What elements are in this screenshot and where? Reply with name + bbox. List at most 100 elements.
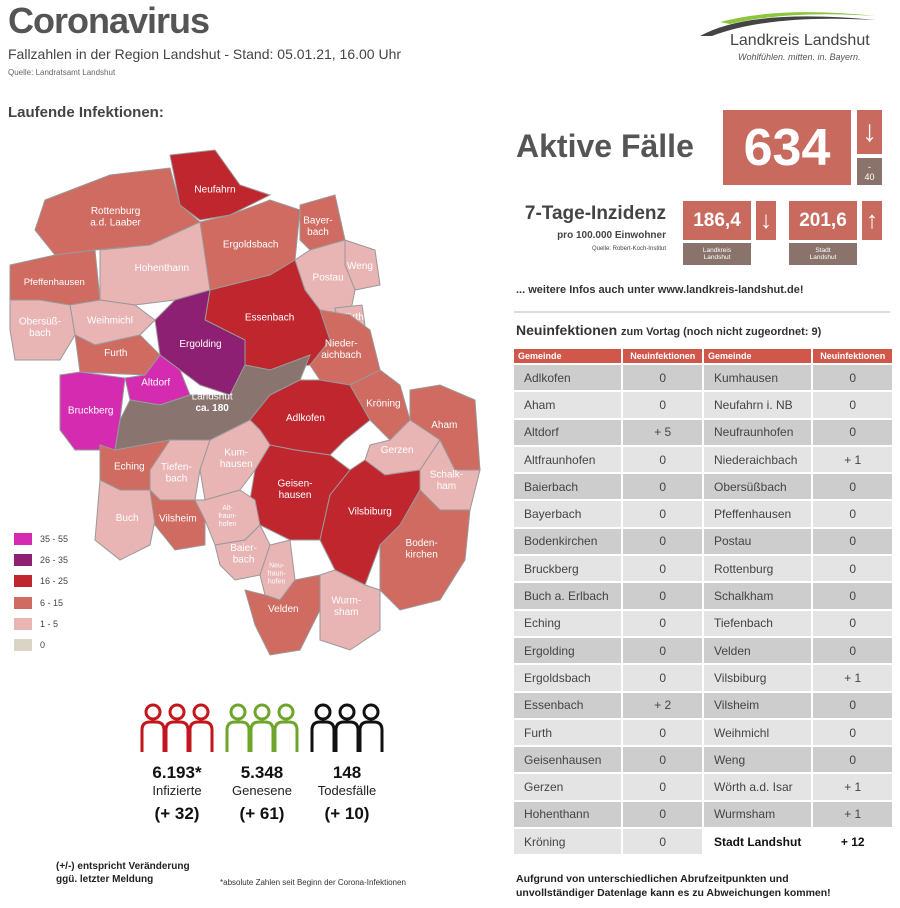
table-row: Geisenhausen 0 Weng 0 [514, 747, 894, 773]
new-infections-cell: 0 [623, 719, 704, 746]
map-region-label: Wurm-sham [331, 596, 361, 619]
stat-label: Infizierte [152, 783, 202, 798]
map-region [94, 479, 156, 561]
active-change: 40 [864, 171, 875, 182]
column-header: Neuinfektionen [623, 349, 704, 363]
table-row: Baierbach 0 Obersüßbach 0 [514, 474, 894, 500]
change-note: (+/-) entspricht Veränderung ggü. letzte… [56, 861, 190, 885]
municipality-cell: Weng [703, 747, 814, 773]
municipality-cell: Wurmsham [703, 801, 814, 828]
map-region-label: Postau [313, 273, 344, 284]
map-region-label: Schalk-ham [430, 469, 463, 492]
table-row: Ergoldsbach 0 Vilsbiburg + 1 [514, 665, 894, 691]
map-region-label: Hohenthann [135, 263, 190, 274]
legend-item: 1 - 5 [14, 613, 68, 634]
new-infections-cell: 0 [813, 610, 894, 636]
new-infections-cell: 0 [623, 365, 704, 391]
municipality-cell: Hohenthann [514, 801, 624, 828]
table-row: Hohenthann 0 Wurmsham + 1 [514, 801, 894, 828]
municipality-cell: Schalkham [703, 583, 814, 609]
divider [514, 311, 890, 313]
municipality-cell: Bodenkirchen [514, 528, 624, 555]
municipality-cell: Altdorf [514, 419, 624, 445]
incidence-stadt-value: 201,6 [789, 201, 857, 240]
legend-item: 16 - 25 [14, 571, 68, 592]
legend-item: 35 - 55 [14, 528, 68, 549]
municipality-cell: Bayerbach [514, 501, 624, 527]
table-row: Ergolding 0 Velden 0 [514, 637, 894, 664]
arrow-down-icon: ↓ [756, 201, 776, 240]
new-infections-cell: 0 [813, 719, 894, 746]
stat-1: 5.348 Genesene (+ 61) [220, 700, 304, 824]
stat-change: (+ 10) [324, 804, 370, 823]
stat-label: Todesfälle [317, 783, 377, 798]
legend-swatch [14, 532, 32, 545]
new-infections-cell: 0 [623, 829, 704, 855]
legend-swatch [14, 617, 32, 630]
map-region [319, 569, 381, 651]
municipality-cell: Eching [514, 610, 624, 636]
new-infections-cell: 0 [813, 556, 894, 582]
table-row: Eching 0 Tiefenbach 0 [514, 610, 894, 636]
map-region-label: Alt-fraun-hofen [218, 505, 237, 528]
map-region-label: Kum-hausen [220, 447, 253, 470]
table-row: Essenbach + 2 Vilsheim 0 [514, 692, 894, 718]
new-infections-cell: 0 [623, 665, 704, 691]
new-infections-cell: 0 [813, 528, 894, 555]
incidence-source: Quelle: Robert-Koch-Institut [591, 246, 666, 252]
municipality-cell: Stadt Landshut [703, 829, 814, 855]
map-region-label: Furth [104, 348, 127, 359]
new-infections-cell: 0 [623, 747, 704, 773]
table-row: Aham 0 Neufahrn i. NB 0 [514, 392, 894, 418]
table-row: Furth 0 Weihmichl 0 [514, 719, 894, 746]
legend-label: 26 - 35 [40, 554, 69, 565]
legend-label: 0 [40, 640, 46, 651]
new-infections-cell: + 1 [813, 665, 894, 691]
new-infections-title: Neuinfektionen zum Vortag (noch nicht zu… [516, 322, 821, 338]
stat-value: 6.193* [152, 763, 202, 782]
new-infections-cell: 0 [623, 392, 704, 418]
incidence-landkreis-value: 186,4 [683, 201, 751, 240]
municipality-cell: Kröning [514, 829, 624, 855]
more-info-link[interactable]: ... weitere Infos auch unter www.landkre… [516, 284, 804, 296]
new-infections-cell: 0 [813, 583, 894, 609]
municipality-cell: Pfeffenhausen [703, 501, 814, 527]
map-region-label: Velden [268, 604, 299, 615]
map-region-label: Weihmichl [87, 316, 133, 327]
incidence-landkreis-label: Landkreis Landshut [683, 243, 751, 265]
table-row: Adlkofen 0 Kumhausen 0 [514, 365, 894, 391]
table-row: Gerzen 0 Wörth a.d. Isar + 1 [514, 774, 894, 800]
new-infections-cell: 0 [813, 419, 894, 445]
stat-0: 6.193* Infizierte (+ 32) [135, 700, 219, 824]
logo-name: Landkreis Landshut [730, 32, 870, 49]
map-region-label: Landshut ca. 180 [192, 391, 233, 414]
new-infections-cell: + 1 [813, 446, 894, 473]
new-infections-cell: 0 [813, 392, 894, 418]
new-infections-cell: 0 [623, 637, 704, 664]
active-cases-value: 634 [723, 110, 851, 185]
district-map: Neufahrn Rottenburg a.d. Laaber Pfeffenhaus… [9, 149, 481, 656]
new-infections-cell: 0 [813, 637, 894, 664]
new-infections-cell: 0 [813, 501, 894, 527]
new-infections-cell: 0 [623, 501, 704, 527]
table-row: Kröning 0 Stadt Landshut + 12 [514, 829, 894, 855]
table-row: Bodenkirchen 0 Postau 0 [514, 528, 894, 555]
new-infections-cell: 0 [813, 747, 894, 773]
map-region-label: Weng [347, 261, 373, 272]
active-cases-title: Aktive Fälle [516, 128, 694, 164]
new-infections-cell: 0 [623, 774, 704, 800]
legend-swatch [14, 639, 32, 652]
municipality-cell: Kumhausen [703, 365, 814, 391]
new-infections-cell: + 2 [623, 692, 704, 718]
municipality-cell: Niederaichbach [703, 446, 814, 473]
municipality-cell: Aham [514, 392, 624, 418]
new-infections-cell: + 12 [813, 829, 894, 855]
map-region [9, 299, 76, 361]
municipality-cell: Bruckberg [514, 556, 624, 582]
map-region-label: Buch [116, 513, 139, 524]
municipality-cell: Postau [703, 528, 814, 555]
municipality-cell: Velden [703, 637, 814, 664]
municipality-cell: Tiefenbach [703, 610, 814, 636]
municipality-cell: Ergoldsbach [514, 665, 624, 691]
stat-value: 5.348 [240, 763, 284, 782]
